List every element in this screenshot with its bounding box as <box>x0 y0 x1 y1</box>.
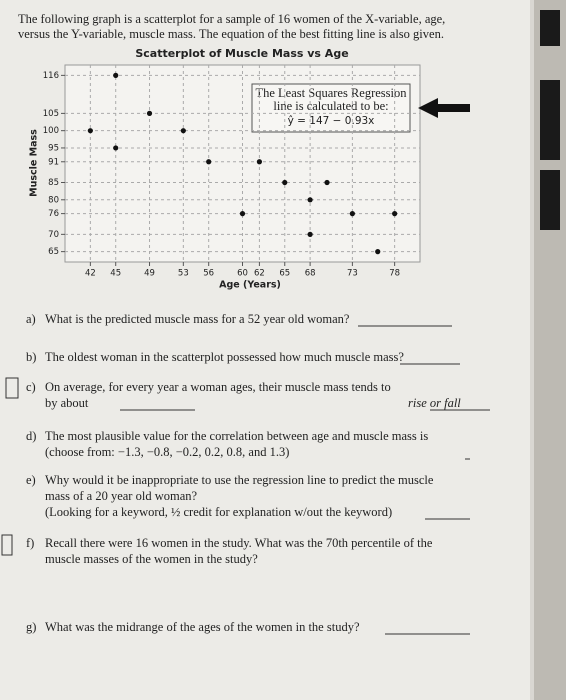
intro-line: versus the Y-variable, muscle mass. The … <box>18 27 444 41</box>
point <box>392 211 398 217</box>
point <box>113 72 119 78</box>
arrow <box>418 98 470 118</box>
y-tick-label: 105 <box>43 109 59 119</box>
x-tick-label: 60 <box>237 269 248 279</box>
y-tick-label: 95 <box>48 143 59 153</box>
x-axis-label: Age (Years) <box>219 280 281 291</box>
annotation: ŷ = 147 − 0.93x <box>288 115 375 127</box>
y-tick-label: 70 <box>48 230 59 240</box>
question-label: a) <box>26 312 36 326</box>
margin-box <box>5 377 19 399</box>
x-tick-label: 73 <box>347 269 358 279</box>
question-text: Why would it be inappropriate to use the… <box>45 473 434 487</box>
annotation: line is calculated to be: <box>273 99 388 113</box>
question-text: What is the predicted muscle mass for a … <box>45 312 350 326</box>
y-tick-label: 80 <box>48 195 59 205</box>
x-tick-label: 62 <box>254 269 265 279</box>
point <box>206 159 212 165</box>
point <box>307 231 313 237</box>
point <box>349 211 355 217</box>
point <box>180 128 186 134</box>
question-text: What was the midrange of the ages of the… <box>45 620 360 634</box>
question-text: (Looking for a keyword, ½ credit for exp… <box>45 505 392 519</box>
question-text: (choose from: −1.3, −0.8, −0.2, 0.2, 0.8… <box>45 445 289 459</box>
point <box>307 197 313 203</box>
x-tick-label: 56 <box>203 269 214 279</box>
binder-ring <box>540 80 560 160</box>
question-label: d) <box>26 429 36 443</box>
margin-box <box>1 534 13 556</box>
point <box>146 110 153 116</box>
y-tick-label: 76 <box>48 209 59 219</box>
question-label: e) <box>26 473 36 487</box>
x-tick-label: 65 <box>279 269 290 279</box>
point <box>375 249 381 255</box>
question-label: b) <box>26 350 36 364</box>
point <box>282 179 288 186</box>
x-tick-label: 78 <box>389 269 400 279</box>
question-text: by about <box>45 396 89 410</box>
question-text: The most plausible value for the correla… <box>45 429 428 443</box>
point <box>256 159 263 165</box>
x-tick-label: 53 <box>178 269 189 279</box>
point <box>239 211 246 217</box>
y-tick-label: 91 <box>48 157 59 167</box>
point <box>324 179 330 186</box>
binder-ring <box>540 170 560 230</box>
y-tick-label: 85 <box>48 178 59 188</box>
y-axis-label: Muscle Mass <box>29 129 40 197</box>
y-tick-label: 100 <box>43 126 59 136</box>
x-tick-label: 49 <box>144 269 155 279</box>
x-tick-label: 45 <box>110 269 121 279</box>
note: rise or fall <box>408 396 461 410</box>
x-tick-label: 42 <box>85 269 96 279</box>
chart-title: Scatterplot of Muscle Mass vs Age <box>135 47 348 60</box>
annotation: The Least Squares Regression <box>255 86 407 100</box>
binder-ring <box>540 10 560 46</box>
y-tick-label: 116 <box>43 71 59 81</box>
question-label: g) <box>26 620 36 634</box>
question-text: Recall there were 16 women in the study.… <box>45 536 433 550</box>
annotation-box <box>251 83 411 133</box>
question-text: muscle masses of the women in the study? <box>45 552 258 566</box>
intro-line: The following graph is a scatterplot for… <box>18 12 445 26</box>
y-tick-label: 65 <box>48 247 59 257</box>
point <box>87 128 93 134</box>
x-tick-label: 68 <box>305 269 316 279</box>
question-label: f) <box>26 536 34 550</box>
point <box>113 145 119 151</box>
question-label: c) <box>26 380 36 394</box>
question-text: The oldest woman in the scatterplot poss… <box>45 350 404 364</box>
question-text: mass of a 20 year old woman? <box>45 489 197 503</box>
question-text: On average, for every year a woman ages,… <box>45 380 391 394</box>
